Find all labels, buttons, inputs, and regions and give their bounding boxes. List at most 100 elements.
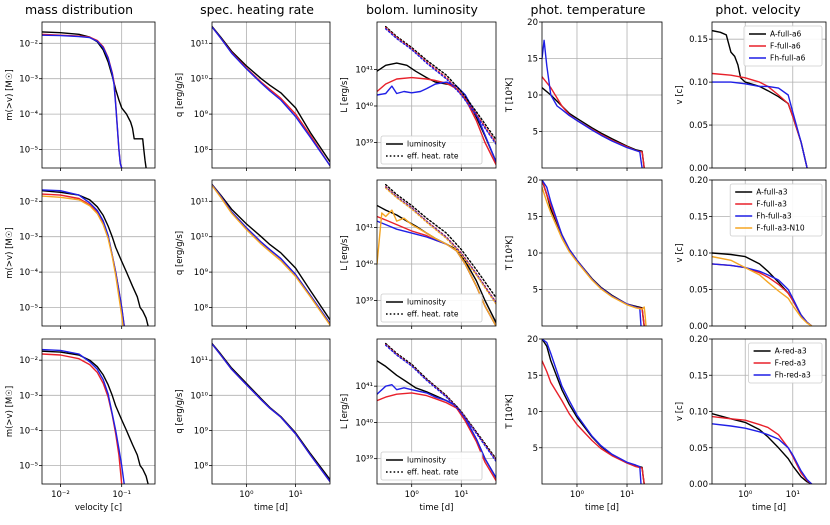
y-tick-label: 10 xyxy=(527,408,538,418)
panel-luminosity-row1: 10³⁹ 10⁴⁰ 10⁴¹ L [erg/s] luminosity eff. heat… xyxy=(340,21,497,171)
y-tick-label: 10⁻² xyxy=(19,39,38,49)
series-group xyxy=(377,342,496,482)
x-tick-label: 10¹ xyxy=(620,490,634,500)
legend-label: F-full-a6 xyxy=(770,42,801,51)
y-tick-label: 10⁻⁴ xyxy=(19,268,38,278)
x-axis-label: time [d] xyxy=(752,503,786,513)
plot-frame xyxy=(41,338,156,485)
y-tick-label: 10⁻⁴ xyxy=(19,110,38,120)
y-tick-label: 0.15 xyxy=(689,371,708,381)
y-tick-label: 10⁻⁴ xyxy=(19,426,38,436)
series-line xyxy=(385,187,496,305)
series-line xyxy=(42,189,149,326)
series-line xyxy=(385,183,496,299)
y-tick-label: 10⁸ xyxy=(194,303,209,313)
y-tick-label: 0.20 xyxy=(689,335,708,345)
series-line xyxy=(385,186,496,304)
panel-temperature-row2: 5 10 15 20 T [10³K] xyxy=(505,176,663,329)
legend-label: eff. heat. rate xyxy=(407,152,459,161)
y-tick-label: 10¹¹ xyxy=(190,197,208,207)
series-line xyxy=(212,183,330,321)
series-line xyxy=(542,76,645,168)
y-tick-label: 10⁻² xyxy=(19,197,38,207)
series-line xyxy=(212,26,330,167)
legend-box xyxy=(380,451,483,481)
y-axis-label: L [erg/s] xyxy=(340,77,350,112)
series-group xyxy=(212,183,330,326)
series-line xyxy=(42,34,123,168)
y-tick-label: 0.00 xyxy=(689,322,708,332)
series-line xyxy=(42,348,125,484)
x-axis-label: velocity [c] xyxy=(75,503,122,513)
series-line xyxy=(542,186,647,326)
series-line xyxy=(712,423,813,484)
series-line xyxy=(377,62,496,163)
panel-velocity-row2: 0.00 0.05 0.10 0.15 0.20 v [c] A-full-a3 F-full… xyxy=(675,176,827,332)
panel-luminosity-row3: 10³⁹ 10⁴⁰ 10⁴¹ 10⁰ 10¹ L [erg/s] time [d] lumin… xyxy=(340,338,497,513)
legend-label: F-full-a3-N10 xyxy=(756,224,805,233)
y-tick-label: 10⁴⁰ xyxy=(355,102,373,112)
y-tick-label: 10³⁹ xyxy=(355,455,373,465)
series-group xyxy=(542,39,645,168)
y-tick-label: 10⁹ xyxy=(194,268,209,278)
series-line xyxy=(377,209,496,326)
y-axis-label: m(>v) [M☉] xyxy=(5,69,15,120)
panel-heating-rate-row3: 10⁸ 10⁹ 10¹⁰ 10¹¹ 10⁰ 10¹ q [erg/g/s] time [d] xyxy=(175,338,331,513)
series-group xyxy=(377,25,496,166)
column-title: bolom. luminosity xyxy=(366,2,478,17)
plot-frame xyxy=(711,21,827,169)
x-tick-label: 10⁰ xyxy=(570,490,585,500)
series-line xyxy=(377,76,496,166)
y-tick-label: 10⁴¹ xyxy=(355,223,373,233)
y-tick-label: 10⁴¹ xyxy=(355,65,373,75)
series-line xyxy=(42,353,123,484)
y-tick-label: 0.10 xyxy=(689,249,708,259)
series-line xyxy=(42,31,147,168)
legend-label: Fh-red-a3 xyxy=(775,371,811,380)
y-tick-label: 0.20 xyxy=(689,176,708,186)
plot-frame xyxy=(211,21,331,169)
series-line xyxy=(542,360,645,484)
y-tick-label: 0.00 xyxy=(689,164,708,174)
plot-frame xyxy=(376,21,497,169)
y-tick-label: 10 xyxy=(527,249,538,259)
y-axis-label: v [c] xyxy=(675,85,685,104)
series-group xyxy=(212,342,330,483)
series-group xyxy=(377,183,496,326)
x-tick-label: 10⁰ xyxy=(405,490,420,500)
legend: luminosity eff. heat. rate xyxy=(380,293,483,323)
panels: 10⁻⁵ 10⁻⁴ 10⁻³ 10⁻² m(>v) [M☉] 10⁸ 10⁹ 10¹⁰ 10¹¹… xyxy=(5,18,827,513)
y-tick-label: 10⁻³ xyxy=(19,391,38,401)
y-axis-label: L [erg/s] xyxy=(340,235,350,270)
legend: A-full-a3 F-full-a3 Fh-full-a3 F-full-a3-N1… xyxy=(729,183,823,237)
panel-heating-rate-row2: 10⁸ 10⁹ 10¹⁰ 10¹¹ q [erg/g/s] xyxy=(175,179,331,329)
y-tick-label: 20 xyxy=(527,176,538,186)
x-axis-label: time [d] xyxy=(585,503,619,513)
series-group xyxy=(712,29,808,168)
series-line xyxy=(712,415,813,484)
y-axis-label: T [10³K] xyxy=(505,78,515,113)
x-tick-label: 10¹ xyxy=(454,490,468,500)
legend: A-red-a3 F-red-a3 Fh-red-a3 xyxy=(748,342,823,384)
y-axis-label: q [erg/g/s] xyxy=(175,231,185,275)
legend-box xyxy=(748,342,823,384)
legend-box xyxy=(380,135,483,165)
y-tick-label: 5 xyxy=(533,128,538,138)
series-line xyxy=(385,186,496,303)
panel-luminosity-row2: 10³⁹ 10⁴⁰ 10⁴¹ L [erg/s] luminosity eff. heat… xyxy=(340,179,497,329)
y-axis-label: v [c] xyxy=(675,402,685,421)
y-tick-label: 0.05 xyxy=(689,121,708,131)
panel-mass-distribution-row1: 10⁻⁵ 10⁻⁴ 10⁻³ 10⁻² m(>v) [M☉] xyxy=(5,21,156,171)
y-tick-label: 10 xyxy=(527,91,538,101)
legend: A-full-a6 F-full-a6 Fh-full-a6 xyxy=(743,25,823,67)
y-axis-label: q [erg/g/s] xyxy=(175,73,185,117)
panel-heating-rate-row1: 10⁸ 10⁹ 10¹⁰ 10¹¹ q [erg/g/s] xyxy=(175,21,331,171)
column-title: phot. temperature xyxy=(531,2,646,17)
y-tick-label: 15 xyxy=(527,55,538,65)
series-line xyxy=(42,189,125,326)
series-line xyxy=(712,413,813,484)
x-axis-label: time [d] xyxy=(254,503,288,513)
y-axis-label: T [10³K] xyxy=(505,236,515,271)
series-line xyxy=(712,263,813,326)
